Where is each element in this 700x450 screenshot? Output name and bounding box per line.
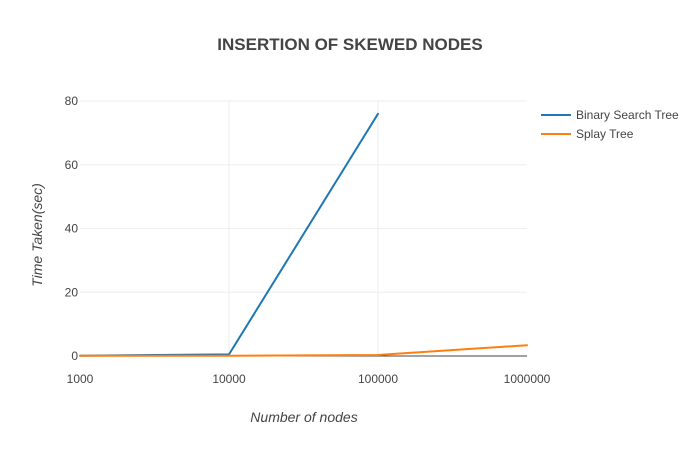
y-axis-title: Time Taken(sec) — [29, 183, 45, 287]
y-tick-label: 20 — [65, 285, 79, 299]
x-tick-label: 10000 — [212, 372, 246, 386]
y-tick-label: 60 — [65, 158, 79, 172]
y-axis-ticks: 0 20 40 60 80 — [65, 94, 79, 363]
y-tick-label: 0 — [71, 349, 78, 363]
x-tick-label: 1000 — [67, 372, 94, 386]
legend-label-binary-search-tree[interactable]: Binary Search Tree — [576, 108, 679, 122]
x-tick-label: 1000000 — [504, 372, 551, 386]
legend-label-splay-tree[interactable]: Splay Tree — [576, 127, 634, 141]
series-line-splay-tree — [79, 344, 528, 357]
x-tick-label: 100000 — [358, 372, 398, 386]
chart-title: INSERTION OF SKEWED NODES — [217, 35, 482, 54]
y-tick-label: 40 — [65, 222, 79, 236]
grid — [80, 100, 527, 357]
series-lines — [79, 112, 528, 357]
x-axis-title: Number of nodes — [250, 409, 357, 425]
x-axis-ticks: 1000 10000 100000 1000000 — [67, 372, 551, 386]
y-tick-label: 80 — [65, 94, 79, 108]
legend: Binary Search Tree Splay Tree — [541, 108, 679, 141]
